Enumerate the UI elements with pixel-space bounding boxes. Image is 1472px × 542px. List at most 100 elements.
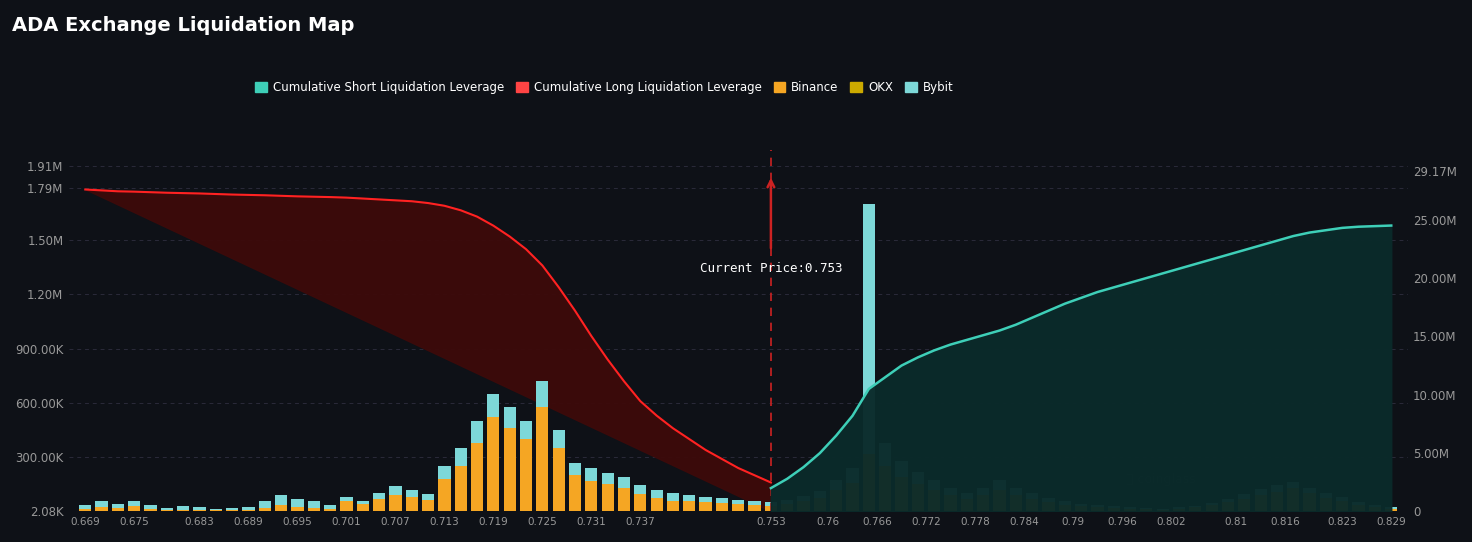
Bar: [1058, 505, 1070, 512]
Bar: [945, 495, 957, 512]
Bar: [634, 485, 646, 494]
Bar: [372, 499, 386, 512]
Bar: [536, 381, 549, 406]
Text: Current Price:0.753: Current Price:0.753: [699, 262, 842, 275]
Bar: [324, 505, 336, 509]
Text: 🔷 coinglass: 🔷 coinglass: [1126, 473, 1197, 486]
Bar: [977, 495, 989, 512]
Bar: [618, 488, 630, 512]
Bar: [487, 394, 499, 417]
Bar: [1125, 509, 1136, 512]
Bar: [1189, 506, 1201, 507]
Bar: [1042, 498, 1054, 502]
Bar: [911, 472, 924, 485]
Bar: [455, 448, 467, 466]
Bar: [568, 463, 581, 475]
Bar: [994, 490, 1005, 512]
Bar: [128, 506, 140, 512]
Bar: [994, 480, 1005, 490]
Bar: [275, 495, 287, 505]
Bar: [977, 488, 989, 495]
Bar: [291, 507, 303, 512]
Bar: [634, 494, 646, 512]
Bar: [308, 501, 319, 508]
Bar: [1304, 493, 1316, 512]
Bar: [945, 488, 957, 495]
Bar: [765, 502, 777, 506]
Bar: [782, 500, 793, 504]
Bar: [340, 501, 353, 512]
Bar: [406, 497, 418, 512]
Bar: [112, 508, 124, 512]
Bar: [356, 501, 369, 504]
Bar: [471, 421, 483, 443]
Bar: [144, 509, 156, 512]
Bar: [602, 485, 614, 512]
Polygon shape: [85, 190, 771, 512]
Bar: [1238, 494, 1250, 499]
Bar: [160, 510, 174, 512]
Bar: [520, 421, 533, 439]
Bar: [259, 508, 271, 512]
Bar: [1385, 509, 1397, 512]
Bar: [79, 509, 91, 512]
Bar: [193, 510, 206, 512]
Bar: [1091, 507, 1104, 512]
Bar: [1107, 508, 1120, 512]
Bar: [1337, 501, 1348, 512]
Bar: [830, 490, 842, 512]
Bar: [96, 501, 107, 507]
Bar: [1337, 498, 1348, 501]
Bar: [961, 499, 973, 512]
Bar: [846, 468, 858, 482]
Bar: [1353, 502, 1365, 505]
Bar: [1091, 505, 1104, 507]
Bar: [732, 500, 745, 504]
Bar: [520, 439, 533, 512]
Bar: [568, 475, 581, 512]
Bar: [259, 501, 271, 508]
Bar: [1320, 493, 1332, 498]
Bar: [651, 490, 662, 498]
Bar: [1026, 493, 1038, 499]
Bar: [667, 501, 679, 512]
Bar: [243, 507, 255, 510]
Bar: [275, 505, 287, 512]
Bar: [487, 417, 499, 512]
Bar: [1320, 498, 1332, 512]
Bar: [667, 493, 679, 501]
Bar: [1026, 499, 1038, 512]
Bar: [324, 509, 336, 512]
Bar: [243, 510, 255, 512]
Bar: [112, 504, 124, 508]
Bar: [961, 493, 973, 499]
Bar: [879, 443, 891, 466]
Bar: [782, 504, 793, 512]
Legend: Cumulative Short Liquidation Leverage, Cumulative Long Liquidation Leverage, Bin: Cumulative Short Liquidation Leverage, C…: [250, 76, 958, 99]
Bar: [814, 498, 826, 512]
Bar: [1173, 509, 1185, 512]
Bar: [699, 502, 712, 512]
Bar: [618, 477, 630, 488]
Bar: [177, 506, 190, 509]
Bar: [406, 490, 418, 497]
Bar: [683, 501, 695, 512]
Bar: [536, 406, 549, 512]
Bar: [389, 486, 402, 495]
Bar: [96, 507, 107, 512]
Bar: [1206, 503, 1217, 505]
Bar: [1270, 485, 1284, 492]
Bar: [503, 406, 515, 428]
Bar: [748, 501, 761, 505]
Bar: [552, 430, 565, 448]
Bar: [1222, 499, 1234, 502]
Bar: [227, 510, 238, 512]
Bar: [193, 507, 206, 510]
Bar: [340, 497, 353, 501]
Bar: [683, 495, 695, 501]
Bar: [586, 468, 598, 481]
Bar: [1270, 492, 1284, 512]
Bar: [830, 480, 842, 490]
Bar: [1075, 504, 1088, 506]
Bar: [1287, 482, 1300, 488]
